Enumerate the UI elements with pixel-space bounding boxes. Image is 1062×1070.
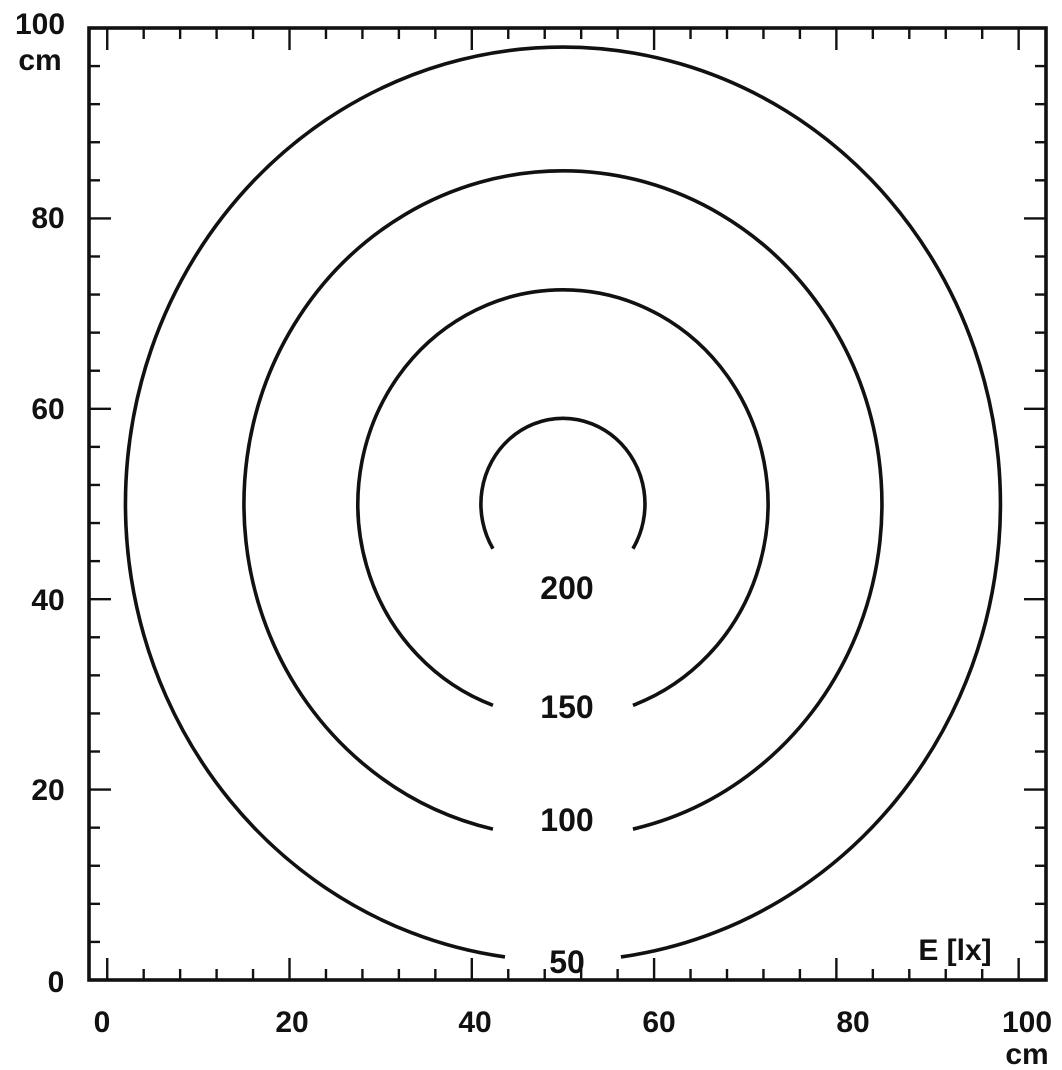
y-tick-label-40: 40 xyxy=(31,584,64,617)
y-tick-label-60: 60 xyxy=(31,393,64,426)
y-tick-label-80: 80 xyxy=(31,202,64,235)
contour-line-50 xyxy=(123,45,1003,959)
contour-label-50: 50 xyxy=(549,944,585,980)
y-axis-unit: cm xyxy=(18,44,61,77)
y-tick-label-0: 0 xyxy=(48,966,65,999)
contour-line-100 xyxy=(242,169,884,831)
contour-line-200 xyxy=(479,416,647,550)
plot-frame xyxy=(87,26,1048,982)
x-tick-label-40: 40 xyxy=(458,1006,491,1039)
x-tick-label-100: 100 xyxy=(1002,1006,1052,1039)
y-tick-label-100: 100 xyxy=(15,8,65,41)
x-tick-label-0: 0 xyxy=(94,1006,111,1039)
y-tick-label-20: 20 xyxy=(31,774,64,807)
x-axis-unit: cm xyxy=(1005,1038,1048,1070)
x-tick-label-20: 20 xyxy=(275,1006,308,1039)
x-tick-label-80: 80 xyxy=(836,1006,869,1039)
contour-label-150: 150 xyxy=(540,689,593,725)
contour-line-150 xyxy=(356,288,770,708)
contour-label-200: 200 xyxy=(540,570,593,606)
z-axis-label: E [lx] xyxy=(918,934,991,967)
contour-lines xyxy=(123,45,1003,959)
x-tick-label-60: 60 xyxy=(642,1006,675,1039)
contour-label-100: 100 xyxy=(540,802,593,838)
